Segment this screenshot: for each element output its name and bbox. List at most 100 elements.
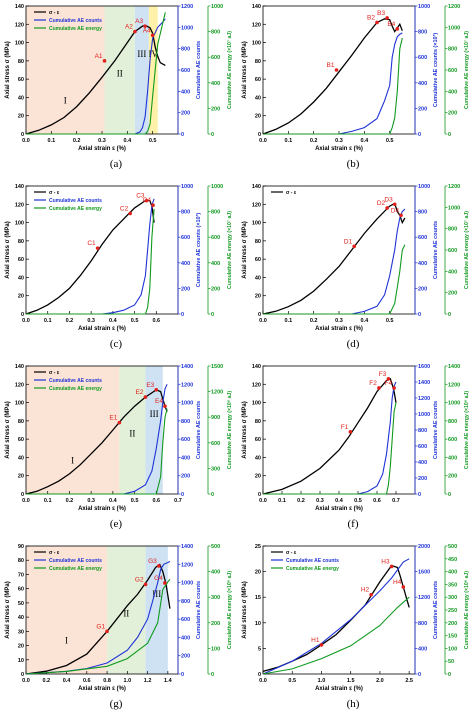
y-tick-label: 140: [15, 184, 24, 190]
x-axis-title: Axial strain ε (%): [78, 506, 126, 512]
stage-region: [145, 366, 163, 494]
y2-tick-label: 800: [418, 428, 427, 434]
y2-tick-label: 0: [418, 132, 421, 138]
y-tick-label: 120: [15, 202, 24, 208]
y3-tick-label: 200: [448, 621, 457, 627]
legend-entry: Cumulative AE energy: [286, 566, 339, 572]
x-tick-label: 0.0: [22, 678, 30, 684]
y-tick-label: 60: [18, 437, 24, 443]
ae-counts-line: [263, 32, 403, 135]
characteristic-point: [352, 244, 357, 249]
characteristic-point: [385, 206, 389, 210]
x-tick-label: 0.3: [87, 318, 95, 324]
y3-tick-label: 500: [211, 544, 220, 550]
y-tick-label: 0: [258, 312, 261, 318]
ae-energy-line: [263, 37, 403, 135]
y-tick-label: 60: [18, 77, 24, 83]
y3-tick-label: 300: [448, 595, 457, 601]
stage-region: [104, 6, 135, 134]
y-tick-label: 10: [18, 658, 24, 664]
y2-tick-label: 1400: [418, 380, 430, 386]
characteristic-point: [319, 643, 324, 647]
y-axis-title: Axial stress σ (MPa): [242, 221, 248, 278]
y3-tick-label: 150: [448, 634, 457, 640]
legend-entry: Cumulative AE energy: [49, 26, 102, 32]
y-tick-label: 20: [255, 474, 261, 480]
y-tick-label: 30: [18, 629, 24, 635]
y-tick-label: 100: [252, 41, 261, 47]
y3-tick-label: 250: [448, 608, 457, 614]
x-tick-label: 0.4: [335, 498, 344, 504]
stage-label: I: [65, 635, 68, 645]
ae-energy-line: [263, 244, 406, 315]
y2-tick-label: 1200: [181, 4, 193, 10]
y3-tick-label: 0: [211, 492, 214, 498]
x-axis-title: Axial strain ε (%): [78, 146, 126, 152]
x-tick-label: 0.0: [259, 138, 267, 144]
point-label: F2: [369, 380, 377, 387]
y3-tick-label: 800: [448, 47, 457, 53]
characteristic-point: [117, 420, 122, 425]
stress-strain-line: [262, 202, 406, 315]
legend-entry: Cumulative AE counts: [49, 558, 102, 564]
y2-tick-label: 2000: [418, 544, 430, 550]
y3-tick-label: 400: [448, 269, 457, 275]
characteristic-point: [151, 203, 155, 207]
y-tick-label: 40: [255, 95, 261, 101]
characteristic-point: [143, 582, 148, 587]
chart-panel-h: 0.0 0.5 1.0 1.5 2.0 2.5 Axial strain ε (%) 0 5 10…: [242, 544, 470, 710]
y-tick-label: 10: [255, 621, 261, 627]
y-tick-label: 120: [252, 22, 261, 28]
y-tick-label: 40: [255, 455, 261, 461]
y-tick-label: 140: [252, 4, 261, 10]
point-label: F4: [385, 380, 393, 387]
point-label: F3: [379, 371, 387, 378]
x-tick-label: 0.1: [44, 498, 52, 504]
y3-tick-label: 300: [211, 595, 220, 601]
y-tick-label: 15: [255, 595, 261, 601]
chart-panel-b: 0.0 0.1 0.2 0.3 0.4 0.5 Axial strain ε (%) 0 20 4…: [242, 4, 470, 170]
x-tick-label: 0.5: [288, 678, 296, 684]
y2-tick-label: 200: [418, 106, 427, 112]
y-tick-label: 0: [21, 132, 24, 138]
ae-counts-line: [26, 18, 166, 135]
ae-counts-line: [26, 198, 155, 315]
y3-axis-title: Cumulative AE energy (×10⁶ aJ): [464, 571, 470, 649]
y3-tick-label: 0: [211, 312, 214, 318]
y2-tick-label: 1200: [418, 396, 430, 402]
y-tick-label: 120: [252, 202, 261, 208]
x-tick-label: 0.0: [259, 318, 267, 324]
x-tick-label: 0.2: [297, 498, 305, 504]
legend-entry: σ - ε: [286, 550, 297, 556]
characteristic-point: [144, 198, 149, 203]
y3-tick-label: 1200: [448, 184, 460, 190]
stage-label: IV: [149, 49, 159, 59]
y-tick-label: 140: [15, 364, 24, 370]
y-tick-label: 60: [255, 437, 261, 443]
y2-tick-label: 800: [418, 30, 427, 36]
y2-tick-label: 1000: [181, 401, 193, 407]
y3-tick-label: 900: [211, 415, 220, 421]
y-tick-label: 120: [15, 382, 24, 388]
y2-tick-label: 400: [181, 89, 190, 95]
y3-tick-label: 400: [211, 570, 220, 576]
x-tick-label: 0.1: [48, 138, 56, 144]
x-tick-label: 0.5: [386, 138, 394, 144]
y-axis-title: Axial stress σ (MPa): [242, 581, 248, 638]
stage-region: [107, 546, 146, 674]
y2-tick-label: 1400: [181, 364, 193, 370]
y2-tick-label: 1600: [418, 364, 430, 370]
x-tick-label: 0.4: [63, 678, 72, 684]
y-tick-label: 0: [21, 312, 24, 318]
characteristic-point: [95, 246, 100, 250]
x-tick-label: 0.5: [131, 498, 139, 504]
x-tick-label: 0.8: [103, 678, 111, 684]
y2-tick-label: 1000: [418, 184, 430, 190]
point-label: D4: [391, 207, 400, 214]
panel-label: (d): [347, 338, 360, 350]
y3-tick-label: 800: [211, 30, 220, 36]
x-tick-label: 0.1: [285, 138, 293, 144]
y3-axis-title: Cumulative AE energy (×10⁶ aJ): [227, 571, 233, 649]
legend-entry: σ - ε: [49, 10, 60, 16]
